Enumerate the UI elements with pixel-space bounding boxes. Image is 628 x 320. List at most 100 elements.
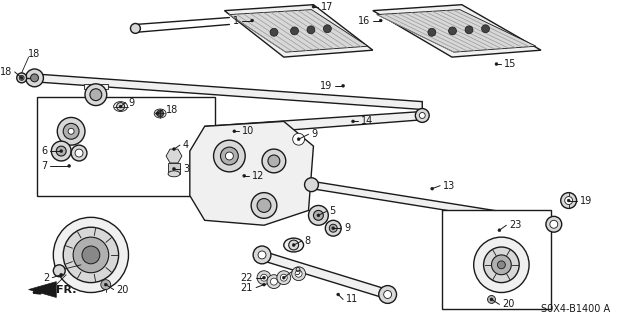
Circle shape	[268, 155, 280, 167]
Text: 10: 10	[242, 126, 254, 136]
Ellipse shape	[284, 238, 303, 252]
Circle shape	[220, 147, 238, 165]
Circle shape	[258, 251, 266, 259]
Polygon shape	[35, 74, 422, 109]
Text: 19: 19	[580, 196, 592, 205]
Circle shape	[251, 193, 277, 218]
Circle shape	[342, 84, 345, 87]
Circle shape	[75, 149, 83, 157]
Circle shape	[233, 130, 236, 133]
Text: 9: 9	[311, 129, 318, 139]
Circle shape	[271, 278, 278, 285]
Circle shape	[497, 261, 506, 269]
Circle shape	[20, 76, 23, 79]
Circle shape	[156, 110, 164, 117]
Circle shape	[283, 276, 285, 279]
Circle shape	[487, 295, 495, 303]
Circle shape	[63, 124, 79, 139]
Circle shape	[325, 220, 341, 236]
Text: 9: 9	[295, 267, 301, 277]
Circle shape	[262, 149, 286, 173]
Circle shape	[295, 270, 302, 277]
Circle shape	[263, 283, 266, 286]
Circle shape	[308, 205, 328, 225]
Text: FR.: FR.	[57, 284, 77, 294]
Circle shape	[261, 274, 268, 281]
Circle shape	[428, 28, 436, 36]
Text: 1: 1	[233, 15, 239, 26]
Text: 20: 20	[502, 300, 515, 309]
Text: 19: 19	[320, 81, 332, 91]
Text: 7: 7	[41, 161, 47, 171]
Circle shape	[257, 271, 271, 284]
Polygon shape	[84, 84, 108, 89]
Circle shape	[90, 89, 102, 100]
Circle shape	[337, 293, 340, 296]
Circle shape	[498, 229, 501, 232]
Circle shape	[305, 178, 318, 192]
Bar	[442, 211, 551, 309]
Circle shape	[567, 199, 570, 202]
Text: 13: 13	[443, 181, 455, 191]
Circle shape	[352, 120, 355, 123]
Circle shape	[291, 267, 306, 281]
Circle shape	[57, 146, 66, 156]
Text: 18: 18	[0, 67, 12, 77]
Polygon shape	[259, 250, 389, 300]
Circle shape	[293, 133, 305, 145]
Polygon shape	[229, 10, 368, 52]
Circle shape	[465, 26, 473, 34]
Polygon shape	[166, 149, 182, 163]
Circle shape	[131, 23, 141, 33]
Circle shape	[323, 25, 332, 33]
Circle shape	[73, 237, 109, 273]
Circle shape	[26, 69, 43, 87]
Text: 3: 3	[183, 164, 189, 174]
Polygon shape	[308, 181, 558, 228]
Circle shape	[332, 227, 335, 230]
Text: 17: 17	[322, 2, 333, 12]
Circle shape	[561, 193, 577, 208]
Text: 16: 16	[357, 15, 370, 26]
Circle shape	[19, 76, 24, 80]
Circle shape	[546, 216, 561, 232]
Text: S0X4-B1400 A: S0X4-B1400 A	[541, 304, 610, 314]
Circle shape	[415, 108, 429, 122]
Circle shape	[270, 28, 278, 36]
Text: 14: 14	[361, 116, 373, 126]
Circle shape	[243, 174, 246, 177]
Ellipse shape	[168, 171, 180, 177]
Circle shape	[68, 128, 74, 134]
Circle shape	[482, 25, 489, 33]
Circle shape	[267, 275, 281, 289]
Circle shape	[307, 26, 315, 34]
Circle shape	[104, 283, 107, 286]
Circle shape	[53, 265, 65, 277]
Text: 9: 9	[344, 223, 350, 233]
Circle shape	[297, 138, 300, 141]
Polygon shape	[29, 282, 57, 298]
Circle shape	[431, 187, 434, 190]
Text: 15: 15	[504, 59, 517, 69]
Text: 11: 11	[346, 294, 359, 304]
Circle shape	[379, 285, 396, 303]
Circle shape	[82, 246, 100, 264]
Circle shape	[225, 152, 234, 160]
Circle shape	[291, 27, 298, 35]
Circle shape	[251, 19, 254, 22]
Circle shape	[173, 148, 175, 151]
Text: 22: 22	[241, 273, 253, 283]
Text: 4: 4	[183, 140, 189, 150]
Circle shape	[156, 112, 159, 115]
Circle shape	[60, 273, 63, 276]
Text: 2: 2	[43, 273, 50, 283]
Circle shape	[379, 19, 382, 22]
Text: 18: 18	[28, 49, 40, 59]
Polygon shape	[373, 5, 541, 57]
Ellipse shape	[114, 102, 127, 111]
Circle shape	[292, 244, 295, 246]
Circle shape	[312, 5, 315, 8]
Circle shape	[101, 280, 111, 290]
Circle shape	[492, 255, 511, 275]
Text: 18: 18	[166, 105, 178, 115]
